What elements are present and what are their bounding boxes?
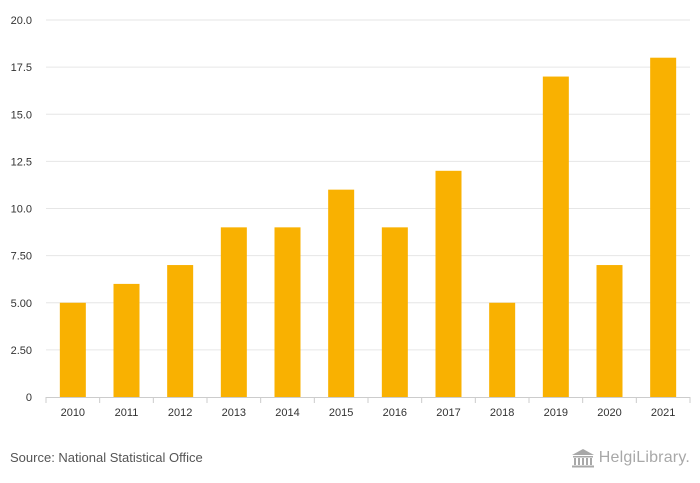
y-tick-label: 7.50 — [11, 251, 32, 263]
bars — [59, 57, 677, 398]
y-tick-label: 17.5 — [11, 62, 32, 74]
x-tick-label: 2019 — [544, 407, 568, 419]
bar — [435, 170, 462, 397]
bar — [650, 57, 677, 397]
x-tick-label: 2013 — [222, 407, 246, 419]
y-tick-label: 2.50 — [11, 345, 32, 357]
x-tick-label: 2010 — [61, 407, 85, 419]
x-tick-label: 2016 — [383, 407, 407, 419]
bar — [596, 265, 623, 397]
bar — [220, 227, 247, 397]
y-axis-ticks: 0 2.50 5.00 7.50 10.0 12.5 15.0 17.5 20.0 — [11, 15, 32, 404]
gridlines — [46, 19, 690, 351]
y-tick-label: 0 — [26, 392, 32, 404]
y-tick-label: 12.5 — [11, 156, 32, 168]
y-tick-label: 15.0 — [11, 109, 32, 121]
x-tick-label: 2011 — [115, 407, 139, 419]
source-note: Source: National Statistical Office — [10, 450, 203, 465]
x-tick-label: 2021 — [651, 407, 675, 419]
y-tick-label: 10.0 — [11, 204, 32, 216]
brand-name: HelgiLibrary. — [598, 449, 690, 466]
x-tick-label: 2012 — [168, 407, 192, 419]
bar — [59, 302, 86, 397]
x-tick-label: 2018 — [490, 407, 514, 419]
bar — [542, 76, 569, 398]
bar — [274, 227, 301, 397]
y-tick-label: 5.00 — [11, 298, 32, 310]
brand-logo-link[interactable]: HelgiLibrary. — [571, 448, 690, 468]
x-tick-label: 2015 — [329, 407, 353, 419]
x-tick-label: 2014 — [275, 407, 299, 419]
library-building-icon — [571, 449, 594, 468]
bar — [381, 227, 408, 397]
bar — [489, 302, 516, 397]
x-tick-label: 2020 — [597, 407, 621, 419]
y-tick-label: 20.0 — [11, 15, 32, 27]
bar — [167, 265, 194, 397]
x-axis: 2010 2011 2012 2013 2014 2015 2016 2017 2018 2019… — [45, 397, 691, 419]
bar — [113, 283, 140, 397]
bar — [328, 189, 355, 397]
x-tick-label: 2017 — [436, 407, 460, 419]
